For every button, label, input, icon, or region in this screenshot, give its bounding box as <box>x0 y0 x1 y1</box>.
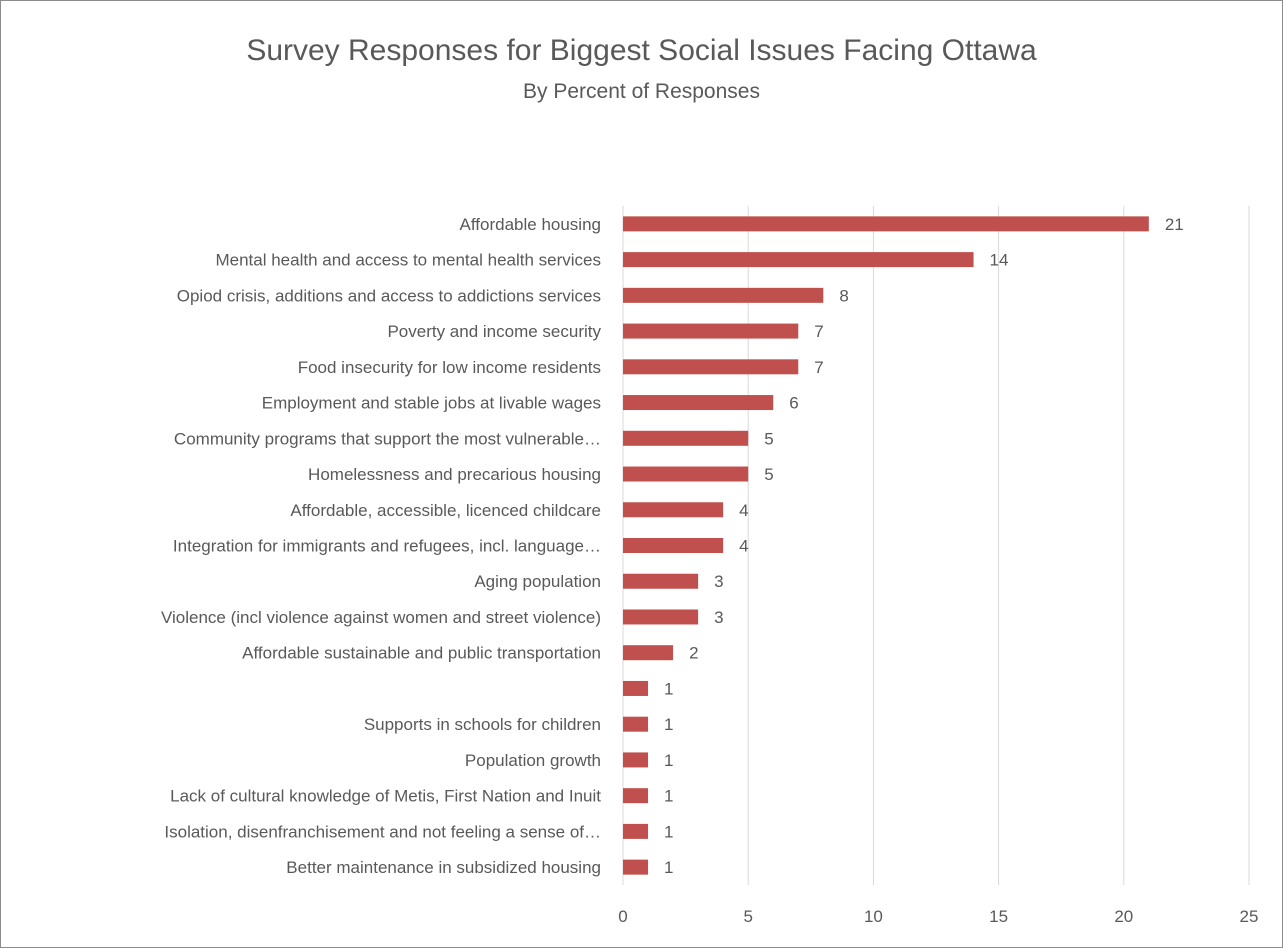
data-label: 14 <box>990 251 1009 270</box>
data-label: 4 <box>739 537 748 556</box>
category-label: Opiod crisis, additions and access to ad… <box>177 286 601 305</box>
bar <box>623 609 699 625</box>
x-tick-labels: 0 5 10 15 20 25 <box>618 907 1258 926</box>
bar <box>623 359 799 375</box>
category-label: Affordable housing <box>460 215 601 234</box>
category-label: Integration for immigrants and refugees,… <box>173 537 601 556</box>
data-label: 1 <box>664 822 673 841</box>
category-label: Aging population <box>474 572 601 591</box>
data-label: 8 <box>839 286 848 305</box>
bar <box>623 287 824 303</box>
chart-title: Survey Responses for Biggest Social Issu… <box>246 34 1037 67</box>
category-labels: Affordable housing Mental health and acce… <box>161 215 602 877</box>
x-tick-label: 10 <box>864 907 883 926</box>
data-label: 1 <box>664 715 673 734</box>
category-label: Violence (incl violence against women an… <box>161 608 601 627</box>
data-label: 1 <box>664 751 673 770</box>
bars <box>623 216 1149 875</box>
category-label: Lack of cultural knowledge of Metis, Fir… <box>170 787 601 806</box>
category-label: Better maintenance in subsidized housing <box>286 858 601 877</box>
data-label: 3 <box>714 572 723 591</box>
x-tick-label: 0 <box>618 907 627 926</box>
category-label: Supports in schools for children <box>364 715 601 734</box>
data-label: 21 <box>1165 215 1184 234</box>
bar <box>623 430 749 446</box>
data-label: 7 <box>814 322 823 341</box>
bar <box>623 252 974 268</box>
bar <box>623 680 649 696</box>
data-label: 5 <box>764 465 773 484</box>
bar <box>623 323 799 339</box>
data-label: 2 <box>689 644 698 663</box>
bar <box>623 573 699 589</box>
data-label: 4 <box>739 501 748 520</box>
data-label: 1 <box>664 858 673 877</box>
data-label: 7 <box>814 358 823 377</box>
bar <box>623 466 749 482</box>
category-label: Isolation, disenfranchisement and not fe… <box>164 822 601 841</box>
bar <box>623 752 649 768</box>
bar <box>623 502 724 518</box>
data-label: 1 <box>664 679 673 698</box>
bar <box>623 716 649 732</box>
category-label: Mental health and access to mental healt… <box>215 251 601 270</box>
data-label: 5 <box>764 429 773 448</box>
category-label: Affordable, accessible, licenced childca… <box>290 501 601 520</box>
bar <box>623 216 1149 232</box>
chart-subtitle: By Percent of Responses <box>523 80 760 103</box>
bar <box>623 859 649 875</box>
x-tick-label: 5 <box>743 907 752 926</box>
bar <box>623 395 774 411</box>
category-label: Homelessness and precarious housing <box>308 465 601 484</box>
data-label: 1 <box>664 787 673 806</box>
data-label: 6 <box>789 394 798 413</box>
category-label: Food insecurity for low income residents <box>298 358 601 377</box>
data-label: 3 <box>714 608 723 627</box>
category-label: Population growth <box>465 751 601 770</box>
x-tick-label: 25 <box>1240 907 1259 926</box>
x-tick-label: 15 <box>989 907 1008 926</box>
bar <box>623 538 724 553</box>
bar <box>623 645 674 661</box>
x-tick-label: 20 <box>1114 907 1133 926</box>
category-label: Employment and stable jobs at livable wa… <box>262 394 601 413</box>
bar <box>623 823 649 839</box>
gridlines <box>622 206 1250 885</box>
category-label: Community programs that support the most… <box>174 429 601 448</box>
category-label: Affordable sustainable and public transp… <box>242 644 601 663</box>
bar <box>623 788 649 804</box>
category-label: Poverty and income security <box>387 322 601 341</box>
